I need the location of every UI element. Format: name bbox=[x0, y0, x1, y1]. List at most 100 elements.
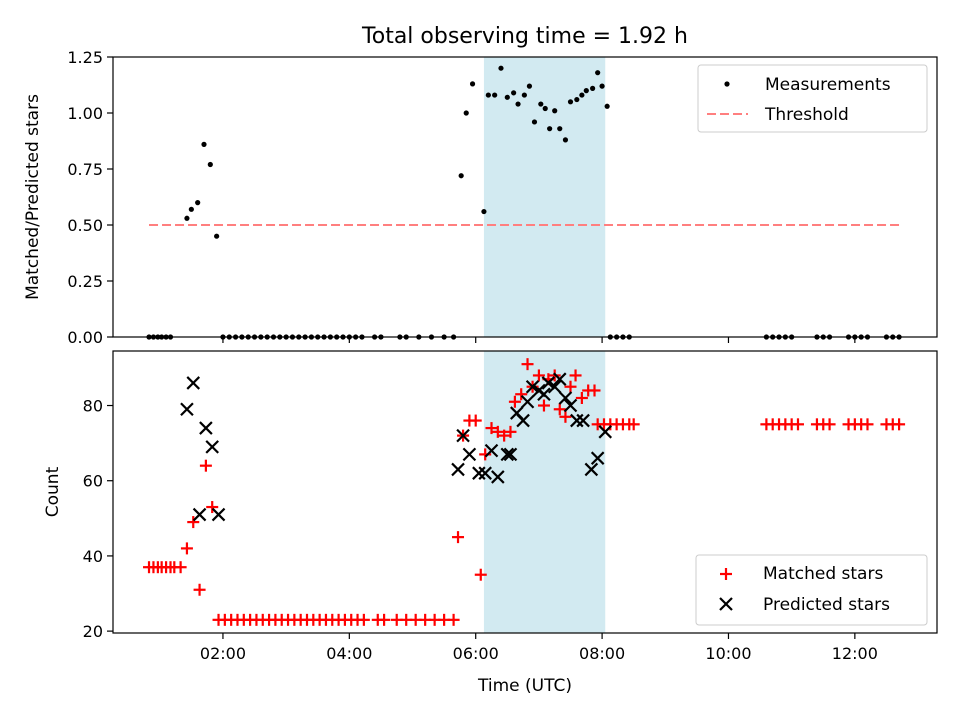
matched-star-point bbox=[627, 418, 640, 431]
legend-measurements-label: Measurements bbox=[765, 75, 891, 95]
top-panel: 0.00 0.25 0.50 0.75 1.00 1.25 Matched/Predict… bbox=[23, 48, 938, 347]
measurement-point bbox=[214, 233, 220, 239]
predicted-star-point bbox=[537, 387, 551, 402]
x-tick-label: 04:00 bbox=[326, 644, 372, 663]
predicted-star-point bbox=[462, 447, 477, 462]
measurement-point bbox=[195, 200, 201, 206]
predicted-star-point bbox=[558, 391, 573, 405]
top-y-axis-ticks: 0.00 0.25 0.50 0.75 1.00 1.25 bbox=[67, 48, 113, 347]
x-axis-label: Time (UTC) bbox=[477, 676, 572, 696]
matched-star-point bbox=[532, 369, 545, 382]
predicted-star-point bbox=[186, 376, 201, 390]
measurement-point bbox=[458, 173, 464, 179]
predicted-star-point bbox=[199, 421, 213, 435]
bottom-x-axis-ticks: 02:00 04:00 06:00 08:00 10:00 12:00 bbox=[200, 633, 878, 663]
predicted-star-point bbox=[563, 398, 578, 413]
predicted-star-point bbox=[516, 413, 530, 428]
y-tick-label: 0.25 bbox=[67, 272, 103, 291]
measurement-point bbox=[562, 137, 569, 143]
matched-star-point bbox=[474, 568, 487, 581]
measurement-point bbox=[547, 126, 553, 132]
measurement-point bbox=[498, 65, 504, 71]
x-tick-label: 02:00 bbox=[200, 644, 246, 663]
measurement-point bbox=[542, 105, 548, 112]
y-tick-label: 1.25 bbox=[67, 48, 103, 67]
predicted-star-point bbox=[520, 394, 535, 409]
measurement-point bbox=[531, 119, 538, 125]
matched-star-point bbox=[893, 418, 906, 431]
top-x-axis-ticks bbox=[222, 337, 856, 343]
measurement-point bbox=[579, 92, 585, 98]
bottom-y-axis-ticks: 20 40 60 80 bbox=[83, 397, 113, 641]
predicted-star-point bbox=[598, 425, 613, 439]
matched-star-point bbox=[180, 542, 193, 555]
matched-star-point bbox=[378, 613, 391, 626]
matched-star-point bbox=[575, 392, 588, 404]
matched-star-point bbox=[537, 399, 550, 412]
predicted-star-point bbox=[451, 462, 465, 477]
predicted-star-point bbox=[576, 413, 590, 428]
measurement-point bbox=[188, 206, 194, 212]
y-tick-label: 0.00 bbox=[67, 328, 103, 347]
matched-star-point bbox=[452, 531, 465, 544]
legend-measurements-marker bbox=[724, 81, 730, 87]
measurement-point bbox=[485, 92, 491, 98]
observing-window-shade bbox=[483, 57, 606, 337]
legend-threshold-label: Threshold bbox=[764, 105, 849, 125]
matched-star-point bbox=[569, 369, 582, 382]
predicted-stars-series bbox=[180, 372, 613, 522]
measurement-point bbox=[595, 70, 601, 76]
y-tick-label: 1.00 bbox=[67, 104, 103, 123]
matched-stars-series bbox=[143, 358, 906, 626]
measurement-point bbox=[590, 85, 596, 91]
x-tick-label: 08:00 bbox=[579, 644, 625, 663]
predicted-star-point bbox=[456, 428, 470, 443]
measurement-point bbox=[469, 81, 476, 87]
matched-star-point bbox=[199, 459, 212, 472]
matched-star-point bbox=[791, 418, 804, 431]
predicted-star-point bbox=[541, 376, 556, 390]
predicted-star-point bbox=[472, 466, 486, 480]
measurement-point bbox=[567, 99, 574, 105]
predicted-star-point bbox=[491, 470, 505, 484]
matched-star-point bbox=[564, 380, 577, 393]
predicted-star-point bbox=[590, 451, 605, 465]
y-tick-label: 60 bbox=[83, 472, 103, 491]
x-tick-label: 12:00 bbox=[832, 644, 878, 663]
measurement-point bbox=[526, 83, 533, 89]
matched-star-point bbox=[504, 425, 517, 438]
legend-predicted-label: Predicted stars bbox=[763, 595, 890, 615]
measurement-point bbox=[207, 161, 213, 168]
predicted-star-point bbox=[205, 440, 219, 454]
matched-star-point bbox=[469, 414, 482, 427]
legend-matched-label: Matched stars bbox=[763, 564, 883, 584]
measurement-point bbox=[504, 94, 510, 100]
predicted-star-point bbox=[547, 379, 562, 394]
predicted-star-point bbox=[192, 507, 207, 522]
legend-matched-marker bbox=[720, 568, 732, 580]
measurement-point bbox=[201, 141, 207, 147]
measurement-point bbox=[552, 108, 558, 114]
bottom-axes-frame bbox=[112, 350, 938, 634]
matched-star-point bbox=[508, 395, 521, 408]
predicted-star-point bbox=[484, 443, 499, 458]
measurement-point bbox=[538, 101, 544, 107]
predicted-star-point bbox=[500, 447, 515, 462]
matched-star-point bbox=[559, 410, 572, 423]
measurement-point bbox=[463, 110, 469, 116]
predicted-star-point bbox=[552, 372, 567, 386]
measurement-point bbox=[599, 83, 605, 89]
matched-star-point bbox=[588, 384, 601, 397]
predicted-star-point bbox=[180, 402, 194, 417]
y-tick-label: 0.75 bbox=[67, 160, 103, 179]
matched-star-point bbox=[485, 422, 498, 435]
bottom-legend: Matched stars Predicted stars bbox=[695, 554, 928, 626]
measurement-point bbox=[492, 92, 498, 98]
bottom-legend-box bbox=[695, 554, 928, 626]
matched-star-point bbox=[187, 516, 200, 529]
x-tick-label: 06:00 bbox=[453, 644, 499, 663]
measurement-point bbox=[604, 103, 610, 109]
y-tick-label: 0.50 bbox=[67, 216, 103, 235]
top-legend-box bbox=[697, 64, 928, 133]
